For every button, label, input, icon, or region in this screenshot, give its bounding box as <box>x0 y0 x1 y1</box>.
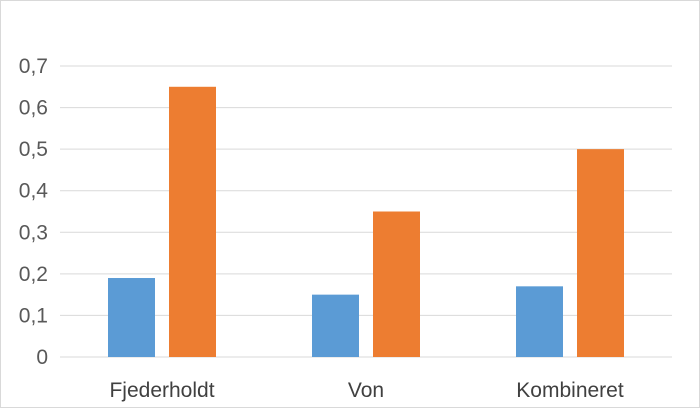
y-tick-label: 0,4 <box>19 180 49 203</box>
bar-series2-von <box>373 211 420 357</box>
y-tick-label: 0,5 <box>19 138 48 161</box>
x-category-label: Kombineret <box>516 379 624 402</box>
y-tick-label: 0,7 <box>19 55 48 78</box>
x-category-label: Fjederholdt <box>109 379 214 402</box>
y-tick-label: 0 <box>36 346 48 369</box>
bar-series1-fjederholdt <box>108 278 155 357</box>
y-tick-label: 0,6 <box>19 97 48 120</box>
bar-series2-fjederholdt <box>169 86 216 358</box>
bar-series1-kombineret <box>516 286 563 357</box>
y-tick-label: 0,1 <box>19 304 48 327</box>
bar-series1-von <box>312 294 359 357</box>
y-tick-label: 0,3 <box>19 221 48 244</box>
x-category-label: Von <box>348 379 384 402</box>
y-tick-label: 0,2 <box>19 263 48 286</box>
bar-series2-kombineret <box>577 149 624 357</box>
